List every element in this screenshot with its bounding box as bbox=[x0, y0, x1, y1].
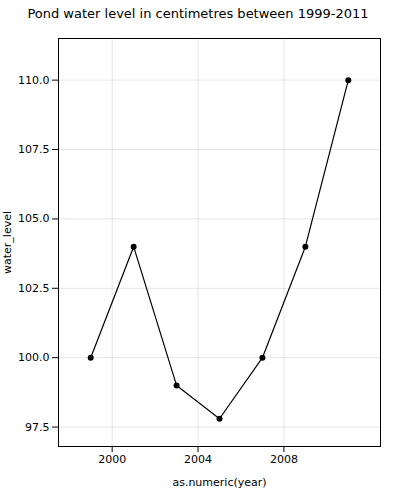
html-text:Pond water level in centimetre: Pond water level in centimetres between … bbox=[27, 6, 369, 21]
svg-text:110.0: 110.0 bbox=[18, 74, 50, 87]
svg-text:2004: 2004 bbox=[184, 454, 212, 467]
svg-text:102.5: 102.5 bbox=[18, 282, 50, 295]
svg-text:as.numeric(year): as.numeric(year) bbox=[172, 476, 266, 489]
svg-text:107.5: 107.5 bbox=[18, 143, 50, 156]
svg-text:100.0: 100.0 bbox=[18, 351, 50, 364]
svg-text:97.5: 97.5 bbox=[25, 421, 50, 434]
svg-text:water_level: water_level bbox=[1, 211, 14, 274]
svg-text:105.0: 105.0 bbox=[18, 213, 50, 226]
svg-text:2000: 2000 bbox=[98, 454, 126, 467]
svg-text:2008: 2008 bbox=[270, 454, 298, 467]
